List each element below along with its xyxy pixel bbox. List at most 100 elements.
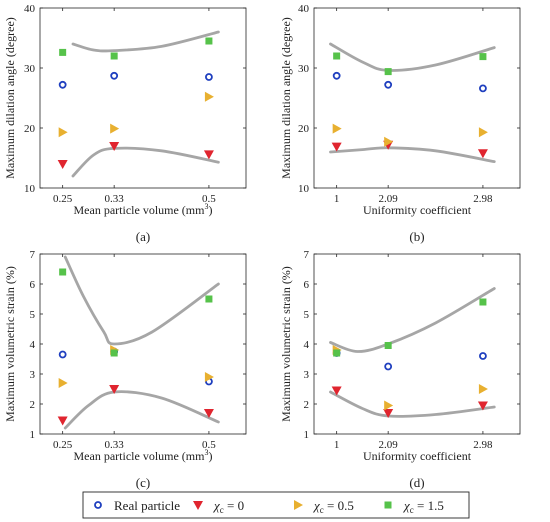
point-xc0 [383, 409, 394, 418]
point-xc15 [110, 52, 118, 60]
y-tick-label: 3 [30, 369, 36, 381]
point-xc0 [57, 160, 68, 169]
y-tick-label: 7 [30, 249, 36, 261]
y-axis-label: Maximum dilation angle (degree) [279, 17, 293, 179]
point-xc0 [109, 385, 120, 394]
point-real [384, 362, 393, 371]
y-axis-label: Maximum volumetric strain (%) [279, 266, 293, 422]
legend-label: Real particle [114, 498, 180, 513]
legend-marker-xc05 [294, 500, 303, 510]
y-tick-label: 5 [304, 309, 310, 321]
y-axis-label: Maximum volumetric strain (%) [3, 266, 17, 422]
point-xc15 [59, 268, 67, 276]
legend-label: χc = 0.5 [312, 498, 354, 515]
lower-trend-curve [329, 146, 496, 163]
x-tick-label: 2.09 [379, 193, 399, 205]
point-xc0 [331, 142, 342, 152]
upper-trend-curve [71, 30, 220, 53]
y-tick-label: 20 [24, 123, 36, 135]
x-axis-label: Mean particle volume (mm3) [74, 202, 213, 217]
y-tick-label: 40 [24, 3, 36, 15]
point-xc15 [479, 298, 487, 306]
y-tick-label: 1 [30, 429, 36, 441]
x-tick-label: 0.33 [105, 439, 125, 451]
point-xc0 [331, 386, 342, 396]
y-tick-label: 2 [304, 399, 310, 411]
point-xc15 [59, 48, 67, 56]
y-tick-label: 5 [30, 309, 36, 321]
panel-label: (d) [409, 475, 424, 490]
lower-trend-curve [329, 390, 496, 418]
panel-label: (a) [136, 229, 150, 244]
y-tick-label: 6 [30, 279, 36, 291]
legend-marker-real [94, 501, 102, 509]
point-real [384, 80, 393, 89]
point-real [332, 71, 341, 80]
point-real [479, 84, 487, 93]
legend-entry-real: Real particle [94, 498, 180, 513]
point-xc05 [478, 384, 488, 394]
point-xc05 [204, 91, 214, 102]
x-tick-label: 0.5 [202, 193, 216, 205]
x-axis-label: Mean particle volume (mm3) [74, 448, 213, 463]
y-tick-label: 3 [304, 369, 310, 381]
y-tick-label: 20 [298, 123, 310, 135]
x-tick-label: 0.25 [53, 439, 73, 451]
x-tick-label: 1 [334, 193, 340, 205]
point-xc05 [384, 136, 394, 147]
point-xc15 [384, 68, 392, 76]
legend-marker-xc0 [193, 501, 203, 510]
point-xc0 [203, 150, 214, 160]
y-tick-label: 2 [30, 399, 36, 411]
point-real [479, 352, 487, 360]
legend-entry-xc15: χc = 1.5 [384, 498, 444, 515]
legend-label: χc = 0 [212, 498, 244, 515]
point-xc15 [384, 342, 392, 349]
point-xc0 [477, 401, 488, 411]
y-tick-label: 40 [298, 3, 310, 15]
x-axis-label: Uniformity coefficient [363, 203, 472, 217]
point-xc0 [109, 142, 120, 151]
point-real [58, 80, 67, 89]
point-xc15 [479, 53, 487, 61]
x-tick-label: 0.33 [105, 193, 125, 205]
plot-frame [39, 253, 247, 435]
y-tick-label: 10 [24, 183, 36, 195]
y-tick-label: 4 [304, 339, 310, 351]
panel-label: (c) [136, 475, 150, 490]
legend-label: χc = 1.5 [402, 498, 444, 515]
panel-label: (b) [409, 229, 424, 244]
legend-entry-xc05: χc = 0.5 [294, 498, 354, 515]
point-xc05 [58, 127, 68, 138]
point-xc05 [332, 123, 342, 134]
point-xc05 [204, 372, 214, 382]
point-xc05 [478, 127, 488, 138]
upper-trend-curve [63, 255, 220, 346]
y-tick-label: 4 [30, 339, 36, 351]
point-xc15 [205, 37, 213, 45]
y-tick-label: 7 [304, 249, 310, 261]
plot-frame [39, 7, 247, 189]
y-tick-label: 6 [304, 279, 310, 291]
legend-box [82, 491, 470, 519]
lower-trend-curve [63, 390, 220, 430]
point-xc05 [384, 400, 394, 411]
point-xc15 [333, 52, 341, 60]
point-real [205, 73, 213, 81]
legend-marker-xc15 [384, 501, 392, 509]
x-tick-label: 2.98 [473, 439, 493, 451]
y-axis-label: Maximum dilation angle (degree) [3, 17, 17, 179]
point-xc0 [203, 409, 214, 418]
point-xc15 [333, 349, 341, 357]
point-xc15 [205, 295, 213, 303]
point-xc05 [110, 123, 120, 134]
x-tick-label: 0.5 [202, 439, 216, 451]
upper-trend-curve [329, 42, 496, 72]
point-xc15 [110, 349, 118, 357]
legend-entry-xc0: χc = 0 [193, 498, 244, 515]
plot-frame [313, 7, 521, 189]
